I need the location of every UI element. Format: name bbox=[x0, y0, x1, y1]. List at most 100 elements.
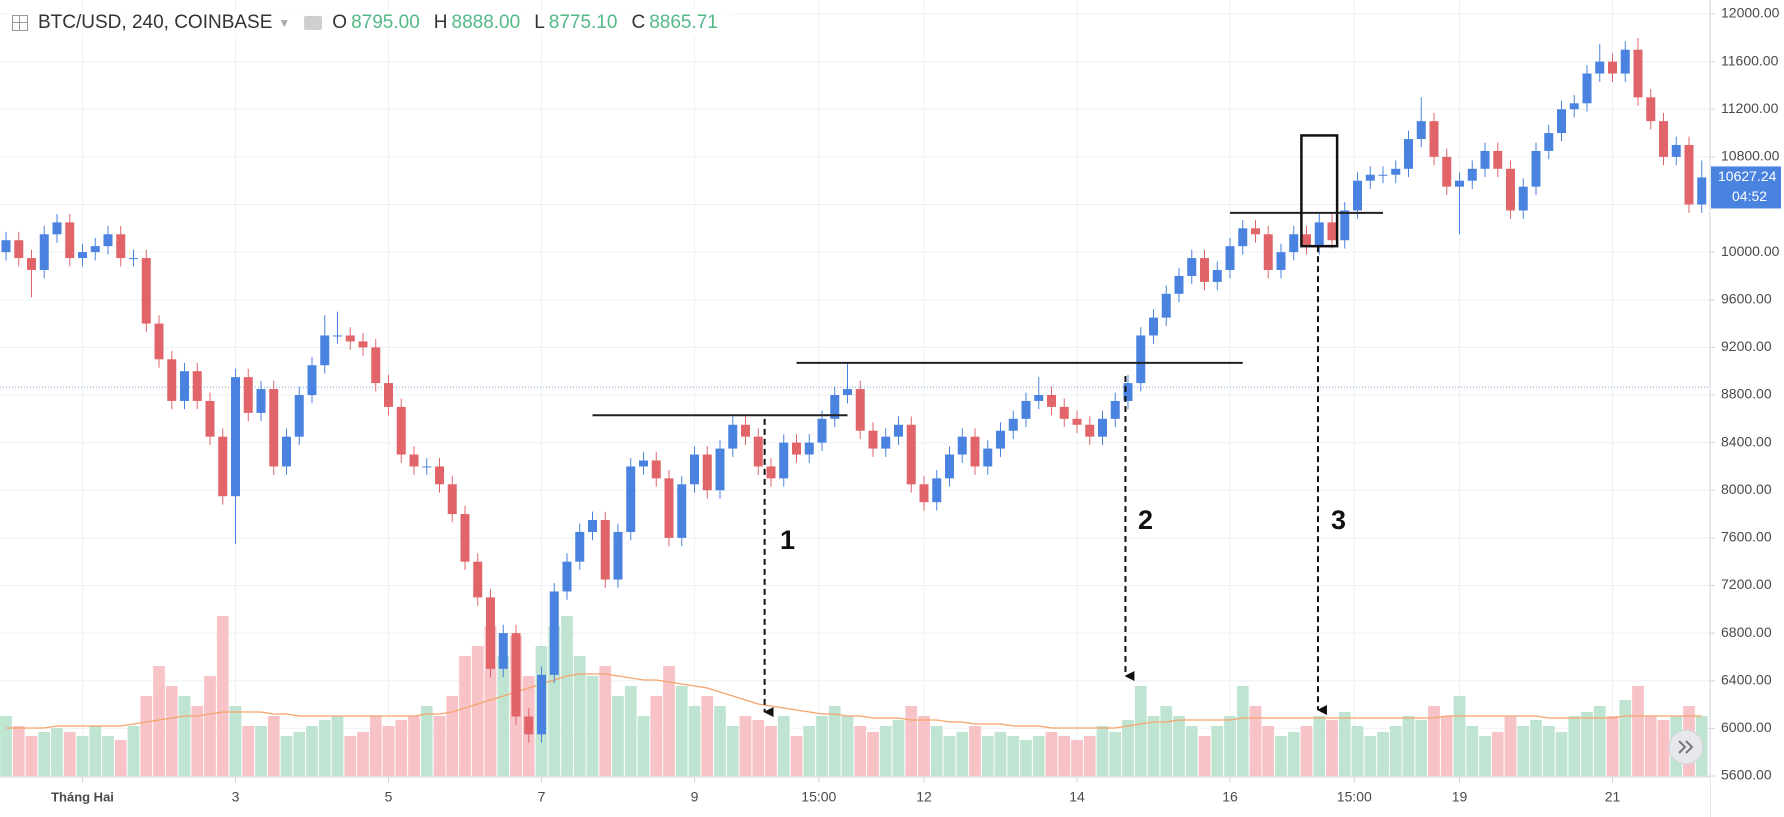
volume-bar bbox=[790, 736, 803, 776]
scroll-icon bbox=[1678, 740, 1694, 754]
volume-bar bbox=[369, 716, 382, 776]
volume-bar bbox=[726, 726, 739, 776]
volume-bar bbox=[828, 706, 841, 776]
volume-bar bbox=[1466, 726, 1479, 776]
time-axis-bg bbox=[0, 777, 1710, 817]
candle-body bbox=[1455, 180, 1464, 187]
volume-bar bbox=[395, 720, 408, 776]
volume-bar bbox=[994, 732, 1007, 776]
volume-bar bbox=[1644, 716, 1657, 776]
candle-body bbox=[1582, 73, 1592, 104]
volume-bar bbox=[1236, 686, 1249, 776]
symbol[interactable]: BTC/USD, 240, COINBASE bbox=[38, 12, 273, 33]
volume-bar bbox=[663, 666, 675, 776]
highlight-box bbox=[1300, 134, 1339, 248]
candle-body bbox=[1646, 97, 1656, 122]
volume-bar bbox=[127, 726, 140, 776]
candle-body bbox=[1263, 234, 1273, 270]
x-tick-label: Tháng Hai bbox=[51, 789, 114, 804]
y-tick-label: 8800.00 bbox=[1721, 386, 1772, 402]
volume-bar bbox=[1122, 720, 1134, 776]
candle-body bbox=[1544, 133, 1554, 151]
candle-body bbox=[396, 406, 406, 455]
symbol-icon[interactable] bbox=[12, 15, 28, 31]
candle-body bbox=[779, 442, 789, 479]
x-tick-label: 15:00 bbox=[801, 789, 836, 805]
candle-body bbox=[1289, 234, 1299, 253]
candle-body bbox=[970, 436, 980, 467]
volume-bar bbox=[867, 732, 879, 776]
volume-bar bbox=[255, 726, 267, 776]
candle-body bbox=[766, 466, 776, 479]
arrow-label: 1 bbox=[780, 525, 795, 555]
volume-bar bbox=[1619, 700, 1632, 776]
candle-body bbox=[1149, 317, 1158, 336]
volume-bar bbox=[1517, 726, 1530, 776]
candle-body bbox=[1391, 168, 1401, 175]
candle-body bbox=[1659, 121, 1668, 157]
candle-body bbox=[957, 436, 967, 455]
volume-bar bbox=[930, 726, 943, 776]
candle-body bbox=[103, 234, 113, 247]
candle-body bbox=[1595, 61, 1605, 74]
volume-ma-line bbox=[6, 673, 1702, 729]
candle-body bbox=[1633, 49, 1643, 98]
volume-bar bbox=[841, 716, 854, 776]
volume-bar bbox=[803, 726, 816, 776]
grid bbox=[0, 0, 1710, 777]
volume-bar bbox=[76, 736, 89, 776]
volume-bar bbox=[280, 736, 293, 776]
volume-bar bbox=[1160, 706, 1173, 776]
volume-bar bbox=[1504, 716, 1517, 776]
volume-bar bbox=[1402, 716, 1415, 776]
candle-body bbox=[575, 531, 585, 562]
volume-bar bbox=[153, 666, 165, 776]
candle-body bbox=[894, 424, 903, 437]
candle-body bbox=[1493, 150, 1503, 169]
dropdown-caret[interactable]: ▼ bbox=[278, 16, 291, 30]
candle-body bbox=[422, 466, 432, 468]
x-tick-label: 12 bbox=[916, 789, 932, 805]
ohlc-value: 8888.00 bbox=[451, 12, 521, 33]
volume-bar bbox=[1198, 736, 1211, 776]
candle-body bbox=[1174, 275, 1184, 294]
volume-bar bbox=[548, 626, 561, 776]
candle-body bbox=[1085, 424, 1095, 437]
y-tick-label: 6800.00 bbox=[1721, 624, 1772, 640]
candle-body bbox=[549, 591, 559, 675]
volume-bar bbox=[1389, 726, 1402, 776]
candle-body bbox=[39, 234, 49, 270]
candle-body bbox=[1225, 246, 1235, 270]
volume-bar bbox=[918, 716, 930, 776]
volume-bar bbox=[459, 656, 471, 776]
candle-body bbox=[1353, 180, 1362, 211]
x-tick-label: 16 bbox=[1222, 789, 1238, 805]
volume-bar bbox=[102, 736, 114, 776]
volume-bar bbox=[216, 616, 229, 776]
candle-body bbox=[282, 436, 291, 467]
candle-body bbox=[473, 561, 483, 598]
volume-bar bbox=[777, 716, 790, 776]
candle-body bbox=[65, 222, 75, 259]
candle-body bbox=[983, 448, 993, 467]
candle-body bbox=[1021, 400, 1031, 419]
volume-bar bbox=[688, 706, 701, 776]
volume-bar bbox=[408, 716, 420, 776]
y-tick-label: 6000.00 bbox=[1721, 719, 1772, 735]
ohlc-key: C bbox=[631, 12, 646, 33]
visibility-toggle[interactable] bbox=[304, 16, 323, 30]
candle-body bbox=[664, 478, 674, 538]
candle-body bbox=[1059, 406, 1069, 419]
arrow-label: 3 bbox=[1331, 505, 1346, 535]
candle-body bbox=[741, 424, 750, 437]
candle-body bbox=[932, 478, 942, 503]
volume-bar bbox=[816, 716, 828, 776]
candle-body bbox=[511, 633, 521, 717]
volume-bar bbox=[1377, 732, 1389, 776]
volume-bar bbox=[969, 726, 981, 776]
volume-bar bbox=[420, 706, 433, 776]
y-tick-label: 6400.00 bbox=[1721, 671, 1772, 687]
x-tick-label: 9 bbox=[691, 789, 699, 805]
volume-bar bbox=[165, 686, 178, 776]
candle-body bbox=[562, 561, 572, 592]
